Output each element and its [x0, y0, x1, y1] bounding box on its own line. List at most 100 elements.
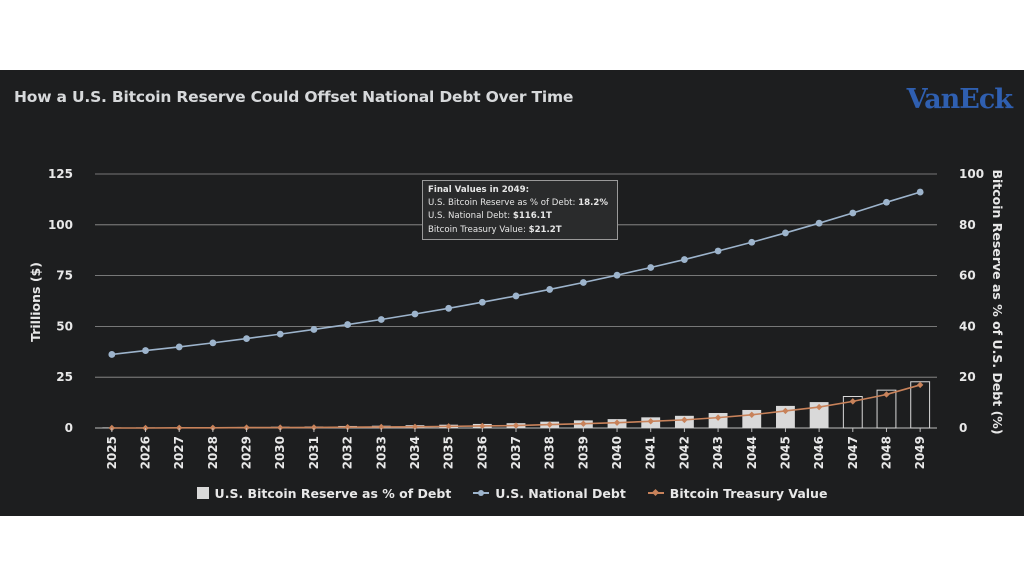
treasury-value-point [748, 411, 755, 418]
national-debt-point [175, 343, 183, 351]
chart-panel: How a U.S. Bitcoin Reserve Could Offset … [0, 70, 1024, 516]
national-debt-point [478, 298, 486, 306]
national-debt-point [815, 219, 823, 227]
national-debt-point [344, 321, 351, 328]
treasury-value-point [411, 423, 419, 430]
national-debt-point [883, 198, 890, 206]
national-debt-point [782, 229, 789, 237]
x-tick-label: 2031 [307, 436, 321, 469]
tooltip-row-debt: U.S. National Debt: $116.1T [428, 211, 552, 222]
national-debt-point [108, 351, 116, 358]
national-debt-point [142, 347, 149, 354]
x-tick-label: 2028 [206, 436, 220, 469]
treasury-value-point [176, 424, 183, 431]
national-debt-point [209, 339, 217, 347]
national-debt-point [579, 279, 587, 286]
national-debt-point [916, 188, 924, 196]
x-tick-label: 2043 [711, 436, 725, 469]
x-tick-label: 2025 [105, 436, 119, 469]
bar-reserve-percent [910, 381, 931, 429]
treasury-value-point [310, 424, 318, 431]
x-tick-label: 2039 [576, 436, 590, 469]
y-left-tick-label: 100 [48, 218, 73, 232]
national-debt-point [310, 326, 318, 333]
treasury-value-point [613, 419, 621, 426]
x-tick-label: 2035 [442, 436, 456, 469]
x-tick-label: 2042 [677, 436, 691, 469]
national-debt-point [243, 335, 250, 342]
bar-reserve-percent [809, 402, 829, 428]
treasury-value-point [647, 418, 654, 425]
x-tick-label: 2038 [543, 436, 557, 469]
legend-item-national-debt[interactable]: U.S. National Debt [473, 486, 626, 501]
treasury-value-point [344, 423, 351, 431]
x-tick-label: 2037 [509, 436, 523, 469]
treasury-value-point [681, 416, 688, 424]
x-tick-label: 2030 [273, 436, 287, 469]
y-right-tick-label: 20 [959, 370, 976, 384]
treasury-value-point [209, 424, 217, 431]
y-left-tick-label: 125 [48, 167, 73, 181]
treasury-value-point [512, 422, 520, 429]
y-right-tick-label: 80 [959, 218, 976, 232]
tooltip-row-treasury: Bitcoin Treasury Value: $21.2T [428, 224, 562, 235]
vaneck-logo: VanEck [906, 84, 1013, 115]
tooltip-row-reserve: U.S. Bitcoin Reserve as % of Debt: 18.2% [428, 198, 608, 209]
national-debt-point [411, 310, 419, 318]
x-tick-label: 2040 [610, 436, 624, 469]
treasury-value-point [883, 391, 890, 398]
national-debt-point [714, 247, 722, 255]
y-left-tick-label: 25 [56, 370, 73, 384]
national-debt-point [377, 316, 385, 323]
circle-line-swatch-icon [473, 487, 490, 499]
x-tick-label: 2033 [374, 436, 388, 469]
legend-item-reserve-percent[interactable]: U.S. Bitcoin Reserve as % of Debt [196, 486, 451, 501]
treasury-value-point [378, 423, 385, 431]
national-debt-point [849, 209, 857, 217]
treasury-value-line [111, 384, 921, 429]
chart-legend: U.S. Bitcoin Reserve as % of Debt U.S. N… [0, 484, 1024, 502]
x-tick-label: 2049 [913, 436, 927, 469]
y-left-tick-label: 0 [65, 421, 73, 435]
chart-title: How a U.S. Bitcoin Reserve Could Offset … [14, 88, 574, 106]
bar-swatch-icon [196, 487, 209, 499]
final-values-tooltip: Final Values in 2049: U.S. Bitcoin Reser… [422, 180, 618, 240]
treasury-value-point [479, 422, 486, 430]
y-right-tick-label: 60 [959, 269, 976, 283]
x-tick-label: 2045 [778, 436, 792, 469]
y-axis-right-title: Bitcoin Reserve as % of U.S. Debt (%) [990, 169, 1005, 434]
x-tick-label: 2034 [408, 436, 422, 469]
national-debt-point [681, 256, 688, 263]
national-debt-point [613, 271, 621, 279]
y-axis-left-title: Trillions ($) [28, 262, 43, 342]
treasury-value-point [580, 420, 587, 427]
national-debt-point [647, 264, 655, 271]
national-debt-point [512, 292, 520, 300]
legend-item-treasury-value[interactable]: Bitcoin Treasury Value [647, 486, 827, 501]
y-left-tick-label: 50 [56, 319, 73, 333]
treasury-value-point [782, 407, 789, 415]
x-tick-label: 2032 [341, 436, 355, 469]
x-tick-label: 2029 [240, 436, 254, 469]
x-tick-label: 2048 [879, 436, 893, 469]
x-tick-label: 2027 [172, 436, 186, 469]
treasury-value-point [243, 424, 250, 431]
treasury-value-point [916, 381, 924, 389]
treasury-value-point [445, 423, 452, 430]
treasury-value-point [815, 403, 823, 411]
national-debt-point [546, 286, 554, 293]
y-right-tick-label: 0 [959, 421, 967, 435]
x-tick-label: 2044 [745, 436, 759, 469]
x-tick-label: 2041 [644, 436, 658, 469]
x-tick-label: 2036 [475, 436, 489, 469]
tooltip-heading: Final Values in 2049: [428, 185, 530, 195]
treasury-value-point [849, 398, 856, 405]
x-tick-label: 2047 [846, 436, 860, 469]
national-debt-point [276, 330, 284, 338]
national-debt-point [445, 304, 453, 312]
diamond-line-swatch-icon [647, 487, 664, 499]
treasury-value-point [546, 421, 553, 428]
y-left-tick-label: 75 [56, 269, 73, 283]
treasury-value-point [714, 414, 722, 421]
